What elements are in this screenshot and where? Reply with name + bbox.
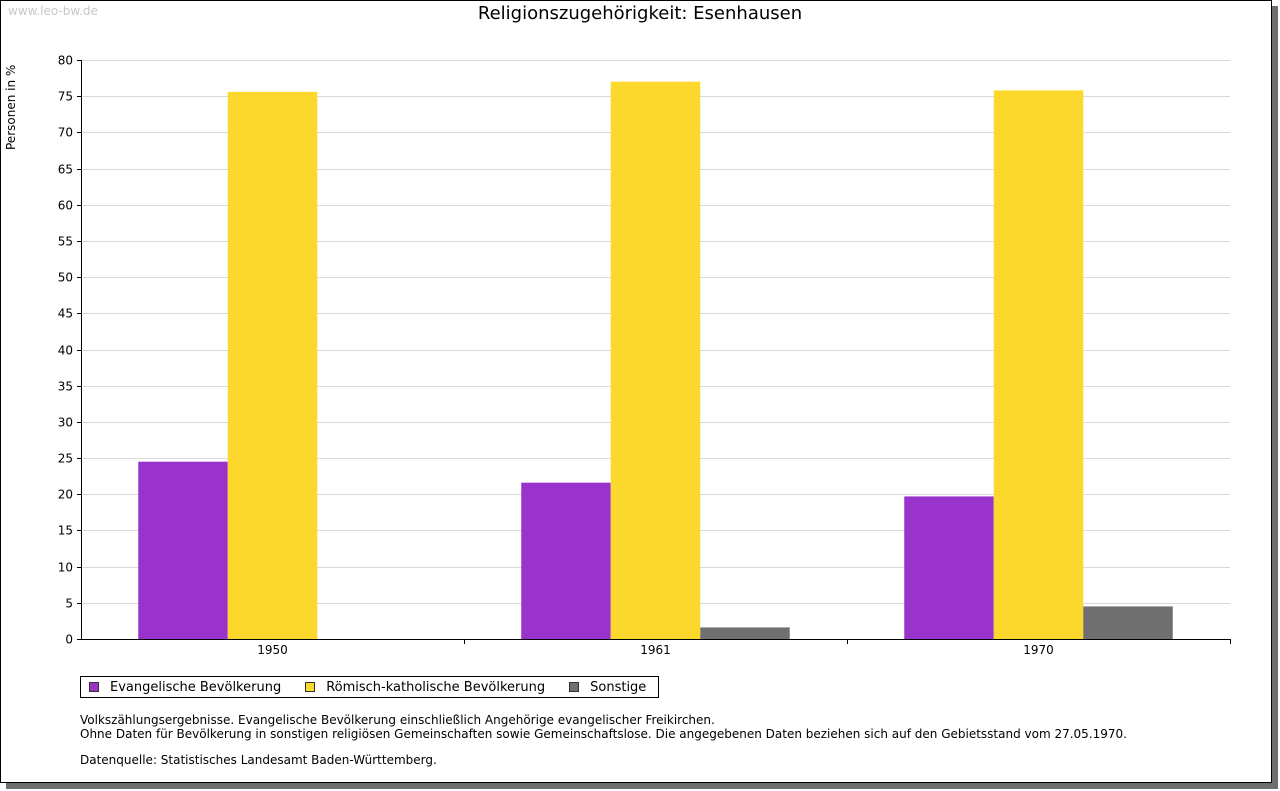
- legend-item: Römisch-katholische Bevölkerung: [305, 680, 545, 695]
- x-tick-label: 1961: [640, 643, 671, 657]
- y-tick-label: 20: [58, 488, 73, 502]
- chart-notes: Volkszählungsergebnisse. Evangelische Be…: [80, 713, 1127, 767]
- data-source: Datenquelle: Statistisches Landesamt Bad…: [80, 753, 437, 767]
- y-tick-label: 55: [58, 235, 73, 249]
- bar: [993, 90, 1084, 639]
- bar: [138, 461, 228, 639]
- bar: [610, 81, 701, 639]
- bar: [700, 627, 790, 639]
- legend-swatch: [569, 682, 580, 692]
- legend-label: Römisch-katholische Bevölkerung: [326, 679, 546, 695]
- legend-swatch: [305, 682, 316, 692]
- y-tick-label: 5: [65, 597, 73, 611]
- y-tick-label: 70: [58, 126, 73, 140]
- y-tick-label: 30: [58, 416, 73, 430]
- chart-title: Religionszugehörigkeit: Esenhausen: [477, 3, 803, 24]
- y-tick-label: 25: [58, 452, 73, 466]
- legend-item: Evangelische Bevölkerung: [89, 680, 281, 695]
- legend-item: Sonstige: [569, 680, 646, 695]
- bar: [227, 91, 318, 640]
- legend: Evangelische Bevölkerung Römisch-katholis…: [80, 676, 660, 698]
- y-tick-label: 0: [65, 633, 73, 647]
- legend-swatch: [89, 682, 99, 692]
- y-tick-label: 15: [58, 524, 73, 538]
- y-tick-label: 35: [58, 380, 73, 394]
- x-tick-label: 1970: [1023, 643, 1054, 657]
- y-tick-label: 80: [58, 54, 73, 68]
- bar: [1083, 606, 1173, 639]
- bar: [521, 482, 611, 639]
- y-tick-label: 75: [58, 90, 73, 104]
- y-tick-label: 60: [58, 199, 73, 213]
- y-tick-label: 10: [58, 561, 73, 575]
- watermark: www.leo-bw.de: [8, 4, 98, 18]
- legend-label: Evangelische Bevölkerung: [110, 679, 282, 695]
- note-line-1: Volkszählungsergebnisse. Evangelische Be…: [80, 713, 715, 727]
- y-tick-label: 65: [58, 163, 73, 177]
- x-tick-label: 1950: [257, 643, 288, 657]
- y-tick-label: 50: [58, 271, 73, 285]
- y-tick-label: 45: [58, 307, 73, 321]
- note-line-2: Ohne Daten für Bevölkerung in sonstigen …: [80, 727, 1127, 741]
- bar: [904, 496, 994, 639]
- legend-label: Sonstige: [590, 679, 647, 695]
- y-tick-label: 40: [58, 344, 73, 358]
